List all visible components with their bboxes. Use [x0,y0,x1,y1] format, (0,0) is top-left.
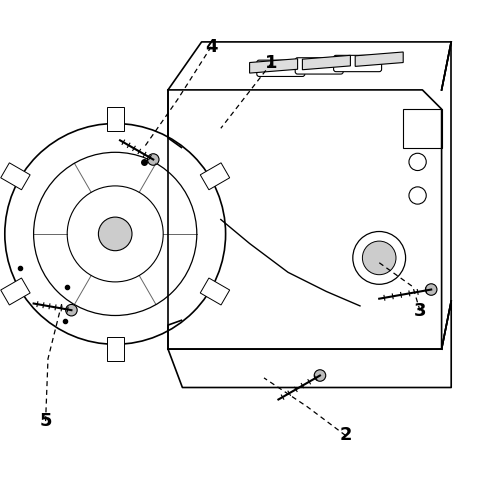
Circle shape [67,186,163,282]
Circle shape [362,241,396,275]
Circle shape [5,124,226,344]
Bar [107,337,124,361]
Polygon shape [403,109,442,148]
Circle shape [147,154,159,165]
Bar [1,163,30,190]
Text: 1: 1 [265,55,277,73]
Circle shape [66,304,77,316]
Circle shape [425,284,437,295]
Circle shape [34,152,197,316]
Text: 3: 3 [414,302,426,319]
Bar [200,278,229,305]
Circle shape [409,153,426,170]
Bar [107,107,124,131]
Polygon shape [355,52,403,66]
Circle shape [314,370,326,381]
FancyBboxPatch shape [334,56,382,72]
Circle shape [409,187,426,204]
FancyBboxPatch shape [257,60,305,76]
Polygon shape [302,56,350,70]
Circle shape [353,231,406,284]
Circle shape [98,217,132,251]
Text: 4: 4 [205,37,217,56]
FancyBboxPatch shape [295,58,343,74]
Polygon shape [250,59,298,73]
Bar [1,278,30,305]
Text: 2: 2 [339,427,352,445]
Text: 5: 5 [39,412,52,430]
Bar [200,163,229,190]
